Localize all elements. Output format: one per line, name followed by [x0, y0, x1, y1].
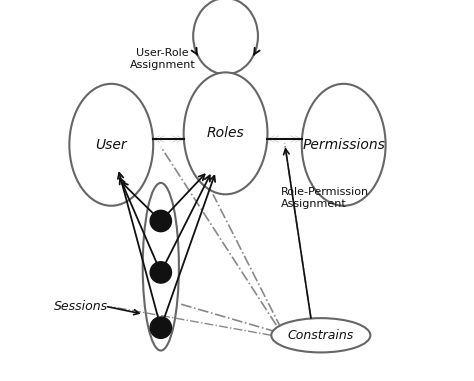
Text: Role-Permission
Assignment: Role-Permission Assignment — [281, 187, 369, 209]
Text: Sessions: Sessions — [54, 300, 108, 313]
Text: User: User — [95, 138, 127, 152]
Ellipse shape — [183, 72, 267, 194]
Ellipse shape — [271, 318, 370, 352]
Ellipse shape — [302, 84, 385, 206]
Text: Permissions: Permissions — [302, 138, 385, 152]
Text: User-Role
Assignment: User-Role Assignment — [130, 48, 196, 70]
Text: Constrains: Constrains — [288, 329, 354, 342]
Circle shape — [150, 317, 172, 338]
Ellipse shape — [69, 84, 153, 206]
Circle shape — [150, 210, 172, 232]
Circle shape — [150, 262, 172, 283]
Ellipse shape — [143, 183, 179, 351]
Text: Roles: Roles — [207, 126, 245, 140]
